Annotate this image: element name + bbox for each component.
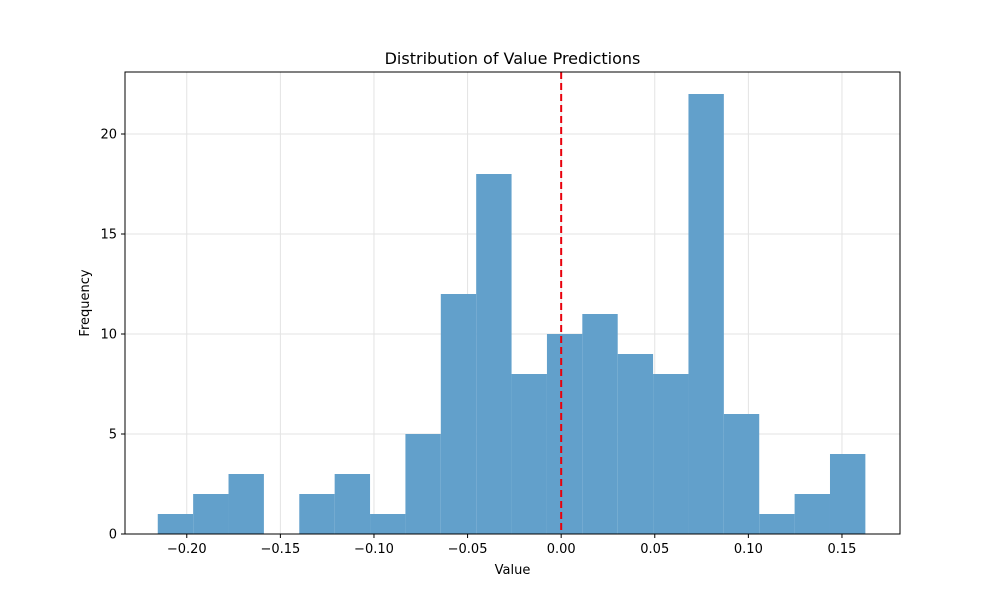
x-tick-label: −0.20: [167, 542, 207, 557]
histogram-bar: [617, 354, 654, 534]
y-tick-label: 10: [100, 328, 117, 343]
y-tick-label: 20: [100, 128, 117, 143]
histogram-bar: [157, 514, 194, 534]
histogram-bar: [546, 334, 583, 534]
histogram-bar: [794, 494, 830, 534]
histogram-bar: [653, 374, 689, 534]
y-axis-ticks: 0 5 10 15 20: [100, 128, 125, 543]
y-tick-label: 0: [109, 528, 117, 543]
y-tick-label: 5: [109, 428, 117, 443]
x-tick-label: −0.05: [448, 542, 488, 557]
x-axis-label: Value: [495, 563, 531, 578]
histogram-bar: [759, 514, 795, 534]
x-tick-label: 0.00: [547, 542, 576, 557]
histogram-bar: [370, 514, 406, 534]
histogram-bar: [228, 474, 264, 534]
histogram-bar: [405, 434, 441, 534]
y-axis-label: Frequency: [78, 269, 93, 336]
x-tick-label: 0.10: [734, 542, 763, 557]
histogram-bar: [511, 374, 547, 534]
x-tick-label: 0.15: [827, 542, 856, 557]
histogram-bar: [829, 454, 866, 534]
histogram-bar: [582, 314, 618, 534]
x-tick-label: 0.05: [640, 542, 669, 557]
chart-title: Distribution of Value Predictions: [385, 49, 641, 68]
y-tick-label: 15: [100, 228, 117, 243]
histogram-bar: [688, 94, 724, 534]
histogram-bar: [334, 474, 371, 534]
histogram-bar: [299, 494, 335, 534]
histogram-bar: [723, 414, 760, 534]
x-axis-ticks: −0.20 −0.15 −0.10 −0.05 0.00 0.05 0.10 0.15: [167, 534, 856, 557]
histogram-bar: [193, 494, 229, 534]
axes-frame: [124, 71, 901, 535]
x-tick-label: −0.10: [354, 542, 394, 557]
histogram-bar: [476, 174, 512, 534]
x-tick-label: −0.15: [260, 542, 300, 557]
histogram-bar: [440, 294, 477, 534]
histogram-bars: [157, 94, 866, 534]
